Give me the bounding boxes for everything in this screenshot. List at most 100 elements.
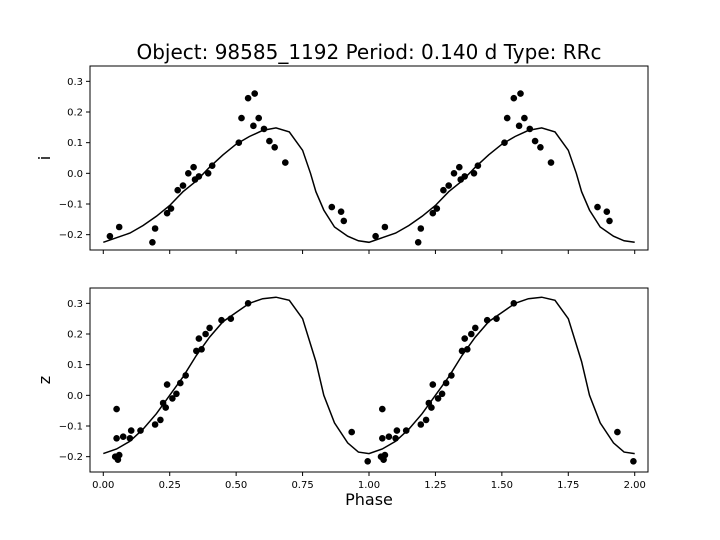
data-point [185,170,192,177]
data-point [450,170,458,177]
y-tick-label: 0.0 [67,391,83,402]
y-tick-label: 0.3 [67,299,83,310]
data-point [126,435,134,442]
panel-i: 0.3 0.2 0.1 0.0 −0.1 −0.2 i [35,65,649,254]
data-point [464,346,471,353]
data-point [195,335,203,342]
data-point [493,315,500,323]
data-point [547,159,555,166]
data-point [238,114,245,122]
data-point [255,114,262,122]
data-point [603,208,611,215]
y-tick-label: 0.1 [67,360,83,371]
data-point [218,316,225,324]
data-point [468,330,475,338]
data-point [127,427,135,434]
data-point [517,90,524,97]
data-point [204,170,212,177]
data-point [531,137,539,145]
data-point [244,94,252,102]
y-tick-label: 0.1 [67,138,83,149]
data-point [244,300,252,307]
data-point [440,186,447,194]
data-point [379,435,386,442]
y-tick-label: −0.2 [59,452,83,463]
x-tick-label: 1.25 [424,480,446,491]
data-point [113,405,120,413]
data-point [162,404,169,411]
x-tick-label: 1.50 [491,480,513,491]
data-point [381,223,389,231]
x-tick-label: 2.00 [624,480,646,491]
y-tick-label: 0.0 [67,169,83,180]
data-point [151,225,159,232]
data-point [106,232,114,240]
data-point [414,239,422,246]
data-point [614,428,621,436]
y-tick-label: −0.1 [59,422,83,433]
data-point [169,395,176,402]
data-point [402,427,410,434]
data-point [260,125,268,133]
data-point [208,162,216,169]
data-point [364,458,372,465]
data-point [442,379,450,387]
y-tick-label: 0.3 [67,77,83,88]
data-point [438,390,446,398]
data-point [167,205,175,212]
data-point [472,324,479,332]
y-axis-label: z [35,376,54,384]
data-point [174,186,181,194]
data-point [282,159,289,166]
data-point [235,139,243,146]
data-point [348,428,356,436]
data-point [119,433,127,441]
data-point [113,435,120,442]
data-point [163,381,171,388]
data-point [149,239,156,246]
x-axis-label: Phase [345,490,393,509]
data-point [456,163,463,171]
y-axis-label: i [35,156,54,160]
data-point [202,330,209,338]
data-point [510,300,518,307]
data-point [393,427,401,434]
panel-z: 0.00 0.25 0.50 0.75 1.00 1.25 1.50 1.75 2.00 0.3 0… [35,287,649,491]
data-point [157,416,164,424]
data-point [385,433,393,441]
data-point [173,390,180,398]
data-point [115,223,123,231]
data-point [198,346,205,353]
plot-frame [89,65,649,251]
data-point [537,144,544,151]
x-tick-label: 1.00 [358,480,380,491]
data-point [193,347,200,355]
data-point [179,182,187,189]
data-point [606,217,613,225]
data-point [428,404,435,411]
data-point [271,144,279,151]
data-point [182,372,189,379]
data-point [594,203,601,211]
data-point [337,208,345,215]
plot-frame [89,287,649,473]
data-point [429,209,437,217]
chart-title: Object: 98585_1192 Period: 0.140 d Type:… [136,40,601,64]
x-tick-label: 0.50 [225,480,247,491]
data-point [433,205,441,212]
x-tick-label: 1.75 [557,480,579,491]
x-tick-label: 0.00 [92,480,114,491]
data-point [328,203,336,211]
data-point [470,170,478,177]
y-tick-label: 0.2 [67,108,83,119]
data-point [190,163,197,171]
data-point [461,173,469,180]
data-point [521,114,528,122]
data-point [250,122,257,130]
data-point [458,347,466,355]
data-point [266,137,273,145]
data-point [195,173,203,180]
data-point [163,209,171,217]
